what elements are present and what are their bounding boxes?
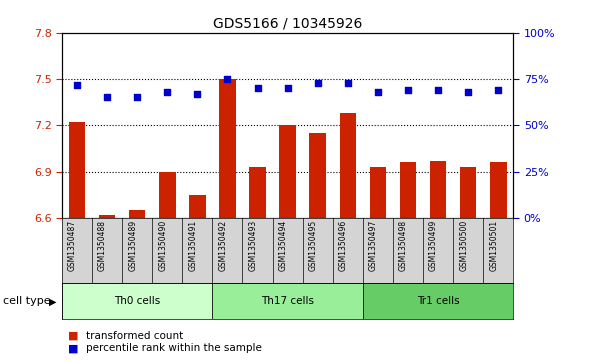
Text: GSM1350489: GSM1350489	[128, 220, 137, 271]
Bar	[490, 162, 507, 218]
Point	[403, 87, 412, 93]
Bar	[369, 167, 386, 218]
Text: GSM1350492: GSM1350492	[218, 220, 227, 271]
Text: ■: ■	[68, 331, 78, 341]
Text: GSM1350496: GSM1350496	[339, 220, 348, 271]
Bar	[399, 162, 417, 218]
Text: GSM1350494: GSM1350494	[278, 220, 287, 271]
Text: GDS5166 / 10345926: GDS5166 / 10345926	[213, 16, 362, 30]
Point	[433, 87, 442, 93]
Point	[343, 80, 352, 86]
Point	[313, 80, 322, 86]
Bar	[460, 167, 477, 218]
Text: GSM1350500: GSM1350500	[459, 220, 468, 271]
Bar	[62, 283, 212, 319]
Text: GSM1350499: GSM1350499	[429, 220, 438, 271]
Bar	[430, 161, 447, 218]
Point	[162, 89, 172, 95]
Point	[463, 89, 473, 95]
Bar	[309, 133, 326, 218]
Point	[493, 87, 503, 93]
Bar	[99, 215, 116, 218]
Text: GSM1350490: GSM1350490	[158, 220, 168, 271]
Bar	[129, 210, 146, 218]
Text: GSM1350498: GSM1350498	[399, 220, 408, 271]
Bar	[212, 283, 363, 319]
Bar	[219, 79, 236, 218]
Text: GSM1350488: GSM1350488	[98, 220, 107, 271]
Point	[283, 85, 292, 91]
Point	[132, 95, 142, 101]
Text: Th0 cells: Th0 cells	[114, 296, 160, 306]
Bar	[279, 125, 296, 218]
Text: GSM1350487: GSM1350487	[68, 220, 77, 271]
Point	[253, 85, 262, 91]
Text: Tr1 cells: Tr1 cells	[417, 296, 460, 306]
Bar	[159, 171, 176, 218]
Point	[192, 91, 202, 97]
Bar	[249, 167, 266, 218]
Text: GSM1350501: GSM1350501	[489, 220, 498, 271]
Text: percentile rank within the sample: percentile rank within the sample	[86, 343, 261, 354]
Point	[102, 95, 112, 101]
Point	[72, 82, 81, 87]
Text: transformed count: transformed count	[86, 331, 183, 341]
Text: ▶: ▶	[48, 296, 56, 306]
Text: GSM1350495: GSM1350495	[309, 220, 317, 271]
Text: GSM1350497: GSM1350497	[369, 220, 378, 271]
Text: GSM1350493: GSM1350493	[248, 220, 257, 271]
Point	[222, 76, 232, 82]
Text: cell type: cell type	[3, 296, 51, 306]
Text: Th17 cells: Th17 cells	[261, 296, 314, 306]
Bar	[363, 283, 513, 319]
Bar	[339, 113, 356, 218]
Point	[373, 89, 382, 95]
Text: GSM1350491: GSM1350491	[188, 220, 197, 271]
Bar	[68, 122, 86, 218]
Bar	[189, 195, 206, 218]
Text: ■: ■	[68, 343, 78, 354]
